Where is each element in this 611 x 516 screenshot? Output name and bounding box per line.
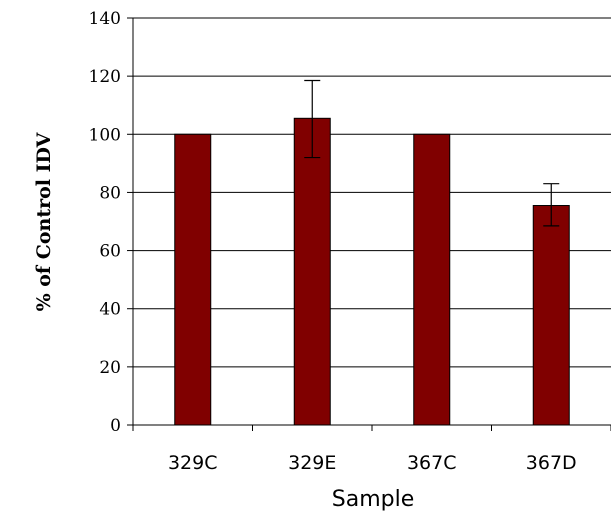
y-tick-label: 140: [89, 9, 121, 29]
y-tick-label: 120: [89, 67, 121, 87]
bars: [174, 117, 570, 426]
bar-329C: [174, 133, 212, 426]
x-tick-labels: 329C 329E 367C 367D: [168, 452, 577, 474]
bar-329E: [293, 117, 331, 426]
y-tick-label: 80: [99, 183, 121, 203]
x-tick-label: 367D: [526, 452, 577, 474]
axes: [127, 17, 611, 431]
gridlines: [133, 17, 611, 368]
y-axis-title: % of Control IDV: [33, 131, 55, 311]
y-tick-label: 0: [110, 416, 121, 436]
x-tick-label: 367C: [407, 452, 457, 474]
y-tick-label: 100: [89, 125, 121, 145]
y-tick-label: 40: [99, 300, 121, 320]
x-tick-label: 329C: [168, 452, 218, 474]
y-tick-label: 20: [99, 358, 121, 378]
bar-367C: [413, 133, 451, 426]
y-tick-labels: 0 20 40 60 80 100 120 140: [89, 9, 121, 436]
bar-367D: [532, 205, 570, 426]
x-axis-title: Sample: [332, 487, 415, 512]
y-tick-label: 60: [99, 242, 121, 262]
error-bars: [304, 79, 560, 227]
x-tick-label: 329E: [288, 452, 336, 474]
